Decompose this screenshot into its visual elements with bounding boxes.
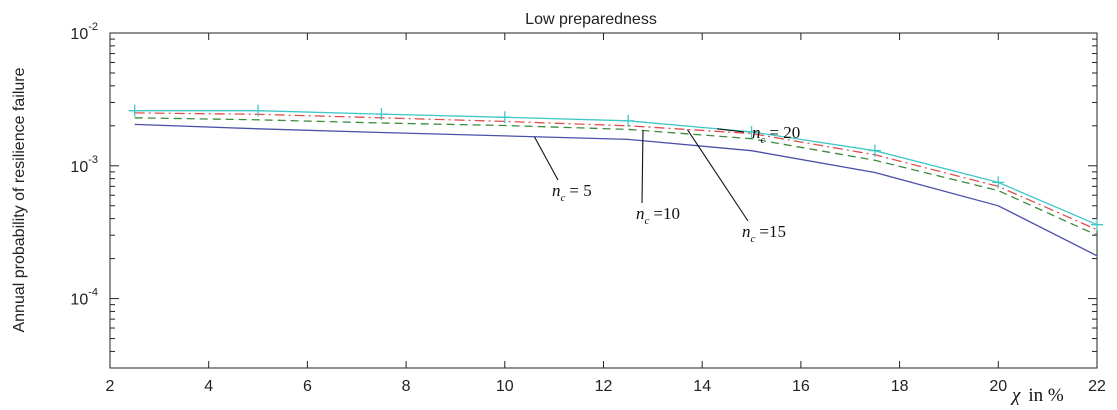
x-axis-label: χ in % bbox=[1010, 385, 1064, 406]
annotation-label: nc = 20 bbox=[752, 123, 800, 146]
y-tick-label: 10-3 bbox=[70, 154, 98, 176]
chart-title: Low preparedness bbox=[525, 11, 657, 28]
series-marker-4 bbox=[498, 111, 511, 124]
annotation-label: nc =10 bbox=[636, 204, 680, 227]
series-marker-4 bbox=[128, 104, 141, 117]
series-marker-4 bbox=[868, 144, 881, 157]
plot-frame bbox=[109, 32, 1098, 369]
y-tick-label: 10-4 bbox=[70, 287, 98, 309]
x-tick-label: 12 bbox=[595, 378, 613, 395]
series-line-3 bbox=[134, 112, 1098, 231]
series-marker-4 bbox=[622, 114, 635, 127]
series-marker-4 bbox=[1091, 218, 1103, 231]
series-group bbox=[128, 104, 1103, 257]
annotation-label: nc = 5 bbox=[552, 181, 592, 204]
series-line-2 bbox=[134, 117, 1098, 236]
annotation-leader bbox=[641, 130, 644, 204]
x-tick-label: 18 bbox=[891, 378, 909, 395]
x-tick-label: 10 bbox=[496, 378, 514, 395]
annotation-leader bbox=[686, 129, 749, 222]
x-axis-label-symbol: χ bbox=[1010, 385, 1021, 406]
series-marker-4 bbox=[252, 104, 265, 117]
x-tick-label: 4 bbox=[204, 378, 213, 395]
series-line-1 bbox=[134, 123, 1098, 257]
x-tick-label: 22 bbox=[1088, 378, 1106, 395]
annotation-leader bbox=[533, 136, 559, 181]
annotation-label: nc =15 bbox=[742, 222, 786, 245]
y-axis: 10-2 10-3 10-4 bbox=[70, 21, 1097, 369]
x-tick-label: 20 bbox=[989, 378, 1007, 395]
series-marker-4 bbox=[375, 108, 388, 121]
annotations-group: nc = 5 nc =10 nc =15 nc = 20 bbox=[533, 123, 800, 245]
x-tick-label: 6 bbox=[303, 378, 312, 395]
x-tick-label: 2 bbox=[106, 378, 115, 395]
y-axis-label: Annual probability of resilience failure bbox=[11, 67, 28, 332]
series-line-4 bbox=[134, 110, 1098, 226]
x-axis: 2 4 6 8 10 12 14 16 18 20 22 bbox=[106, 33, 1106, 395]
x-tick-label: 14 bbox=[693, 378, 711, 395]
annotation-leader bbox=[716, 128, 745, 133]
x-axis-label-unit: in % bbox=[1028, 385, 1064, 406]
y-tick-label: 10-2 bbox=[70, 21, 98, 43]
x-tick-label: 8 bbox=[402, 378, 411, 395]
series-marker-4 bbox=[992, 176, 1005, 189]
series-marker-4 bbox=[745, 125, 758, 138]
x-tick-label: 16 bbox=[792, 378, 810, 395]
